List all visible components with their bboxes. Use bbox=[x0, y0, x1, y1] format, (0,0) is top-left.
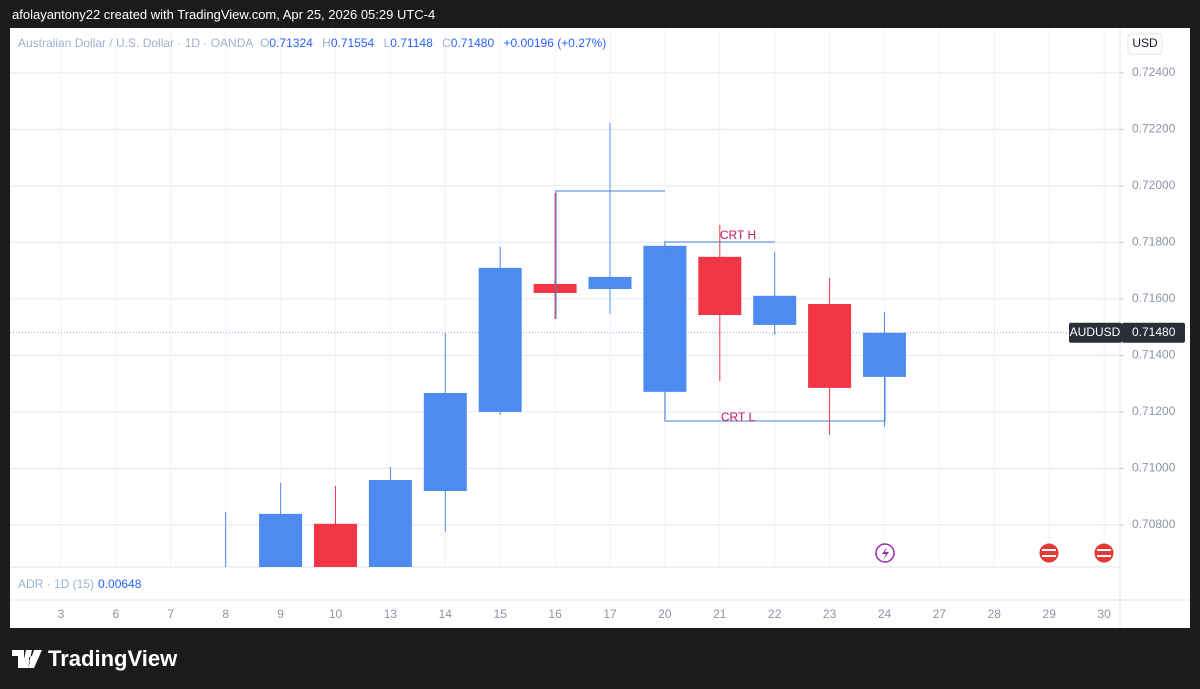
x-tick-label: 24 bbox=[878, 607, 892, 621]
x-tick-label: 27 bbox=[933, 607, 947, 621]
logo-text: TradingView bbox=[48, 646, 178, 671]
symbol: Australian Dollar / U.S. Dollar · 1D · O… bbox=[18, 36, 254, 50]
candle-body bbox=[753, 295, 797, 325]
price-tag bbox=[1122, 322, 1185, 343]
lightning-icon bbox=[882, 547, 889, 560]
indicator-name: ADR · 1D (15) bbox=[18, 577, 95, 591]
flag-icon[interactable] bbox=[1038, 542, 1060, 564]
y-tick-label: 0.71400 bbox=[1132, 348, 1176, 362]
annotation: CRT L bbox=[721, 410, 756, 424]
candle-body bbox=[588, 276, 632, 290]
candle-body bbox=[314, 523, 357, 567]
y-tick-label: 0.72000 bbox=[1132, 178, 1176, 192]
candle-body bbox=[808, 303, 852, 388]
x-tick-label: 16 bbox=[548, 607, 562, 621]
crt-low-line bbox=[664, 377, 886, 422]
ohlc-key: O bbox=[260, 36, 270, 50]
x-tick-label: 8 bbox=[222, 607, 229, 621]
y-tick-label: 0.72400 bbox=[1132, 65, 1176, 79]
x-tick-label: 15 bbox=[494, 607, 508, 621]
flag-stripe bbox=[1042, 549, 1056, 551]
y-tick-label: 0.70800 bbox=[1132, 517, 1176, 531]
candle-body bbox=[533, 283, 577, 293]
candle-body bbox=[643, 245, 687, 392]
candle-body bbox=[259, 513, 303, 567]
currency: USD bbox=[1132, 36, 1158, 50]
y-tick-label: 0.71600 bbox=[1132, 291, 1176, 305]
ohlc-value: 0.71480 bbox=[450, 36, 495, 50]
x-tick-label: 20 bbox=[658, 607, 672, 621]
ohlc-value: 0.71324 bbox=[269, 36, 313, 50]
x-tick-label: 30 bbox=[1097, 607, 1111, 621]
x-tick-label: 7 bbox=[167, 607, 174, 621]
flag-icon[interactable] bbox=[1093, 542, 1115, 564]
indicator-value: 0.00648 bbox=[98, 577, 142, 591]
y-tick-label: 0.71200 bbox=[1132, 404, 1176, 418]
x-tick-label: 28 bbox=[988, 607, 1002, 621]
change: +0.00196 (+0.27%) bbox=[503, 36, 607, 50]
candle-body bbox=[698, 256, 742, 316]
x-tick-label: 14 bbox=[439, 607, 453, 621]
symbol-tag bbox=[1069, 322, 1122, 343]
x-tick-label: 9 bbox=[277, 607, 284, 621]
annotation: CRT H bbox=[720, 228, 756, 242]
ohlc-value: 0.71554 bbox=[330, 36, 375, 50]
flag-stripe bbox=[1097, 549, 1111, 551]
y-tick-label: 0.71800 bbox=[1132, 235, 1176, 249]
candle-body bbox=[368, 479, 412, 567]
y-tick-label: 0.71000 bbox=[1132, 461, 1176, 475]
drawing bbox=[555, 190, 886, 422]
logo-icon bbox=[12, 650, 42, 668]
indicator-legend: ADR · 1D (15) 0.00648 bbox=[18, 577, 141, 591]
legend: Australian Dollar / U.S. Dollar · 1D · O… bbox=[18, 36, 612, 50]
flag-stripe bbox=[1097, 555, 1111, 557]
ohlc-key: H bbox=[322, 36, 331, 50]
ohlc-key: L bbox=[383, 36, 391, 50]
bracket-line bbox=[555, 190, 665, 319]
y-tick-label: 0.72200 bbox=[1132, 122, 1176, 136]
x-tick-label: 3 bbox=[58, 607, 65, 621]
symbol-tag-label: AUDUSD bbox=[1070, 325, 1121, 339]
x-tick-label: 13 bbox=[384, 607, 398, 621]
candle-body bbox=[863, 332, 906, 377]
candle-body bbox=[423, 392, 467, 492]
price-tag-label: 0.71480 bbox=[1132, 325, 1176, 339]
x-tick-label: 23 bbox=[823, 607, 837, 621]
currency-box[interactable] bbox=[1127, 33, 1163, 55]
x-tick-label: 22 bbox=[768, 607, 782, 621]
crt-high-line bbox=[664, 241, 775, 252]
x-tick-label: 6 bbox=[113, 607, 120, 621]
x-tick-label: 10 bbox=[329, 607, 343, 621]
flag-stripe bbox=[1042, 555, 1056, 557]
candle-body bbox=[478, 267, 522, 412]
chart-background bbox=[10, 28, 1190, 628]
x-tick-label: 29 bbox=[1043, 607, 1057, 621]
logo: TradingView bbox=[12, 646, 177, 672]
header: afolayantony22 created with TradingView.… bbox=[12, 7, 436, 22]
ohlc-key: C bbox=[442, 36, 451, 50]
ohlc-value: 0.71148 bbox=[390, 36, 433, 50]
x-tick-label: 21 bbox=[713, 607, 727, 621]
x-tick-label: 17 bbox=[603, 607, 617, 621]
